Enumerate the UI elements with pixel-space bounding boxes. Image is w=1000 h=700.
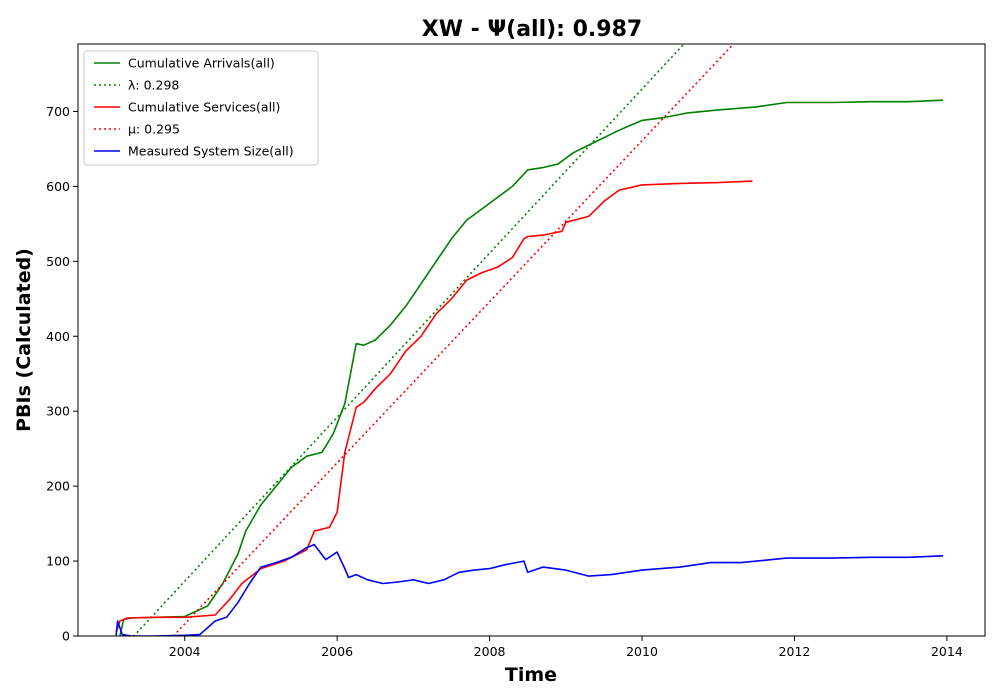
x-tick-label: 2004 <box>169 644 201 659</box>
plot-frame <box>77 43 986 637</box>
legend-frame <box>83 50 319 166</box>
y-tick-label: 500 <box>46 254 70 269</box>
legend-label: Measured System Size(all) <box>128 144 294 159</box>
x-tick-label: 2010 <box>626 644 658 659</box>
chart-title: XW - Ψ(all): 0.987 <box>422 17 642 42</box>
x-tick-label: 2012 <box>779 644 811 659</box>
y-tick-label: 400 <box>46 329 70 344</box>
x-axis: 2004 2006 2008 2010 2012 2014 <box>169 636 963 659</box>
x-tick-label: 2008 <box>474 644 506 659</box>
x-tick-label: 2006 <box>321 644 353 659</box>
legend-label: Cumulative Arrivals(all) <box>128 56 275 71</box>
y-tick-label: 0 <box>62 629 70 644</box>
x-axis-label: Time <box>505 664 557 686</box>
x-tick-label: 2014 <box>931 644 963 659</box>
series-line-2 <box>115 180 753 633</box>
y-tick-label: 300 <box>46 404 70 419</box>
series-line-0 <box>119 99 944 636</box>
y-tick-label: 200 <box>46 479 70 494</box>
legend-label: μ: 0.295 <box>128 122 180 137</box>
y-tick-label: 700 <box>46 104 70 119</box>
y-axis-label: PBIs (Calculated) <box>13 248 35 432</box>
y-tick-label: 100 <box>46 554 70 569</box>
legend: Cumulative Arrivals(all) λ: 0.298 Cumulati… <box>83 50 319 166</box>
legend-label: Cumulative Services(all) <box>128 100 280 115</box>
series-line-3 <box>172 44 735 636</box>
series-line-1 <box>132 44 685 636</box>
y-axis: 0 100 200 300 400 500 600 700 <box>46 104 78 644</box>
series-layer <box>115 44 944 636</box>
y-tick-label: 600 <box>46 179 70 194</box>
legend-label: λ: 0.298 <box>128 78 179 93</box>
series-line-4 <box>115 543 944 636</box>
